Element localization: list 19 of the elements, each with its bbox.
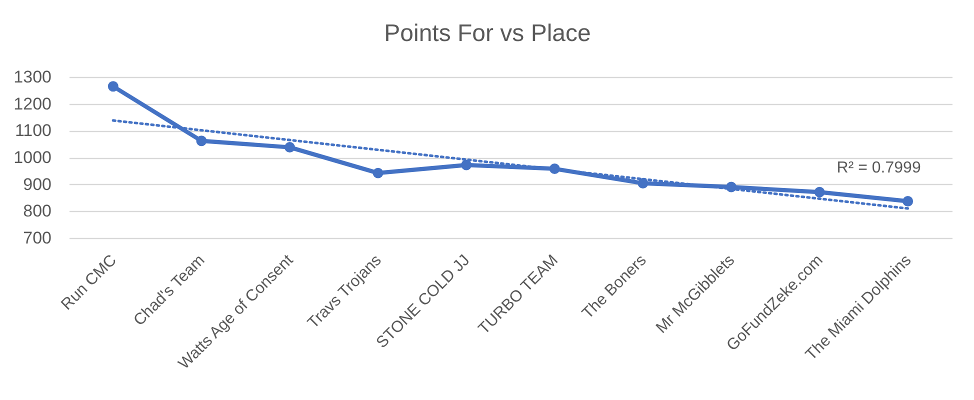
point — [902, 196, 914, 206]
y-tick-label: 800 — [23, 202, 52, 221]
y-tick-label: 1000 — [14, 148, 52, 167]
point — [461, 160, 472, 170]
point — [372, 168, 384, 178]
y-tick-label: 700 — [23, 228, 52, 248]
point — [196, 136, 207, 146]
point — [638, 178, 648, 188]
point — [284, 142, 295, 153]
point — [108, 81, 118, 92]
point — [726, 182, 736, 192]
annotation: R² = 0.7999 — [836, 159, 921, 176]
y-tick-label: 1100 — [14, 121, 52, 140]
y-tick-label: 900 — [23, 174, 52, 194]
point — [549, 164, 560, 174]
y-tick-label: 1300 — [14, 68, 52, 86]
point — [814, 186, 825, 198]
chart-title: Points For vs Place — [384, 20, 591, 47]
y-tick-label: 1200 — [14, 94, 52, 114]
